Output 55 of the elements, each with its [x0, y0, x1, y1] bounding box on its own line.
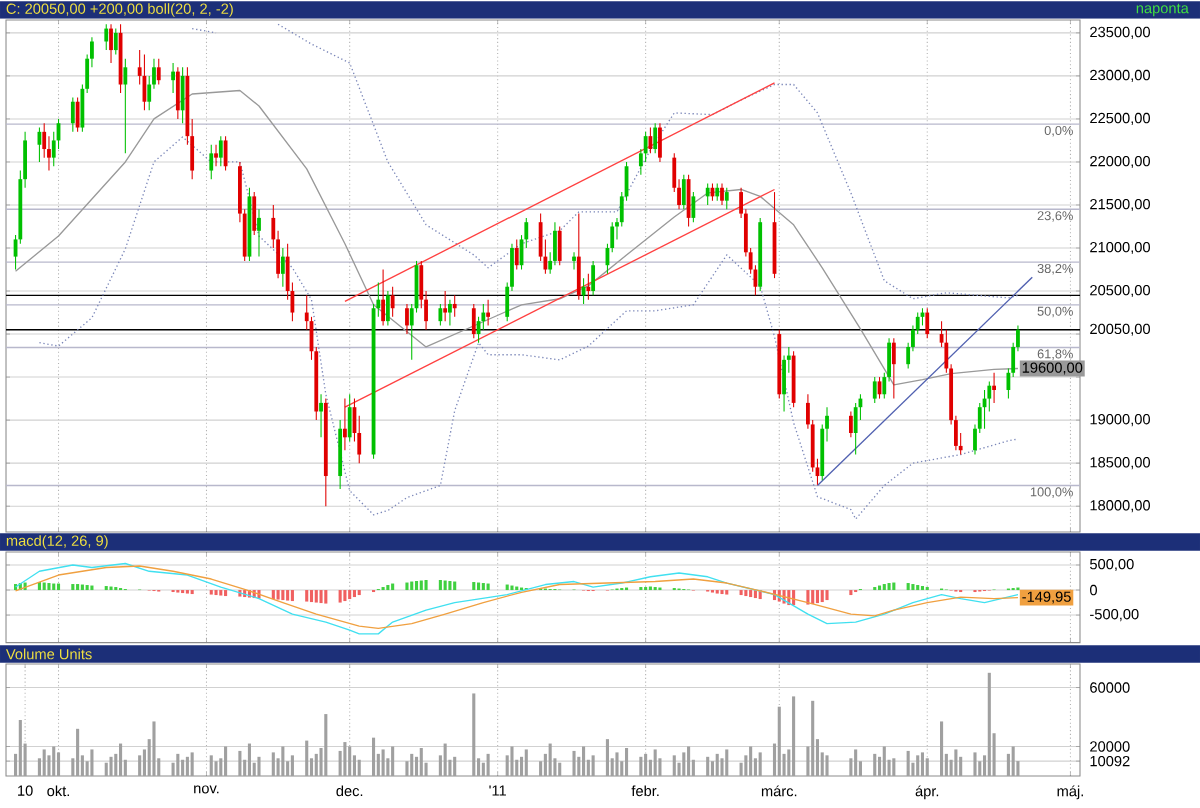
- candlestick: [686, 174, 691, 227]
- candlestick: [252, 191, 257, 236]
- candlestick: [405, 303, 409, 335]
- candlestick: [171, 62, 175, 94]
- candlestick: [214, 144, 218, 167]
- candlestick: [514, 238, 519, 270]
- candlestick: [438, 303, 443, 326]
- candlestick: [156, 58, 161, 85]
- candlestick: [658, 122, 662, 163]
- candlestick: [280, 247, 285, 288]
- candlestick: [209, 144, 214, 180]
- candlestick: [720, 182, 724, 206]
- candlestick: [109, 23, 113, 64]
- candlestick: [576, 212, 581, 301]
- candlestick: [390, 286, 395, 318]
- candlestick: [218, 135, 223, 167]
- candlestick: [452, 294, 457, 318]
- candlestick: [381, 268, 386, 326]
- candlestick: [791, 350, 796, 408]
- candlestick: [70, 96, 75, 133]
- candlestick: [691, 191, 696, 223]
- candlestick: [180, 66, 185, 124]
- candlestick: [782, 354, 786, 412]
- candlestick: [572, 251, 576, 270]
- candlestick: [648, 126, 653, 154]
- candlestick: [343, 397, 347, 451]
- candlestick: [553, 221, 557, 266]
- candlestick: [471, 303, 476, 339]
- candlestick: [448, 299, 452, 326]
- candlestick: [891, 337, 896, 400]
- candlestick: [113, 27, 118, 55]
- candlestick: [705, 182, 710, 206]
- candlestick: [591, 260, 596, 296]
- candlestick: [385, 290, 390, 326]
- candlestick: [557, 225, 562, 266]
- candlestick: [992, 372, 996, 404]
- line-series: [38, 136, 1019, 520]
- candlestick: [175, 66, 180, 120]
- candlestick: [123, 58, 128, 154]
- candlestick: [653, 122, 658, 154]
- candlestick: [853, 402, 858, 456]
- candlestick: [338, 419, 343, 490]
- candlestick: [104, 23, 109, 51]
- candlestick: [75, 96, 80, 133]
- candlestick: [586, 273, 591, 301]
- candlestick: [872, 376, 877, 404]
- candlestick: [319, 393, 323, 438]
- candlestick: [257, 208, 261, 258]
- candlestick: [681, 174, 686, 210]
- candlestick: [486, 299, 491, 326]
- candlestick: [724, 187, 729, 210]
- candlestick: [443, 290, 448, 322]
- candlestick: [347, 393, 352, 443]
- candlestick: [848, 410, 853, 438]
- candlestick: [925, 307, 930, 339]
